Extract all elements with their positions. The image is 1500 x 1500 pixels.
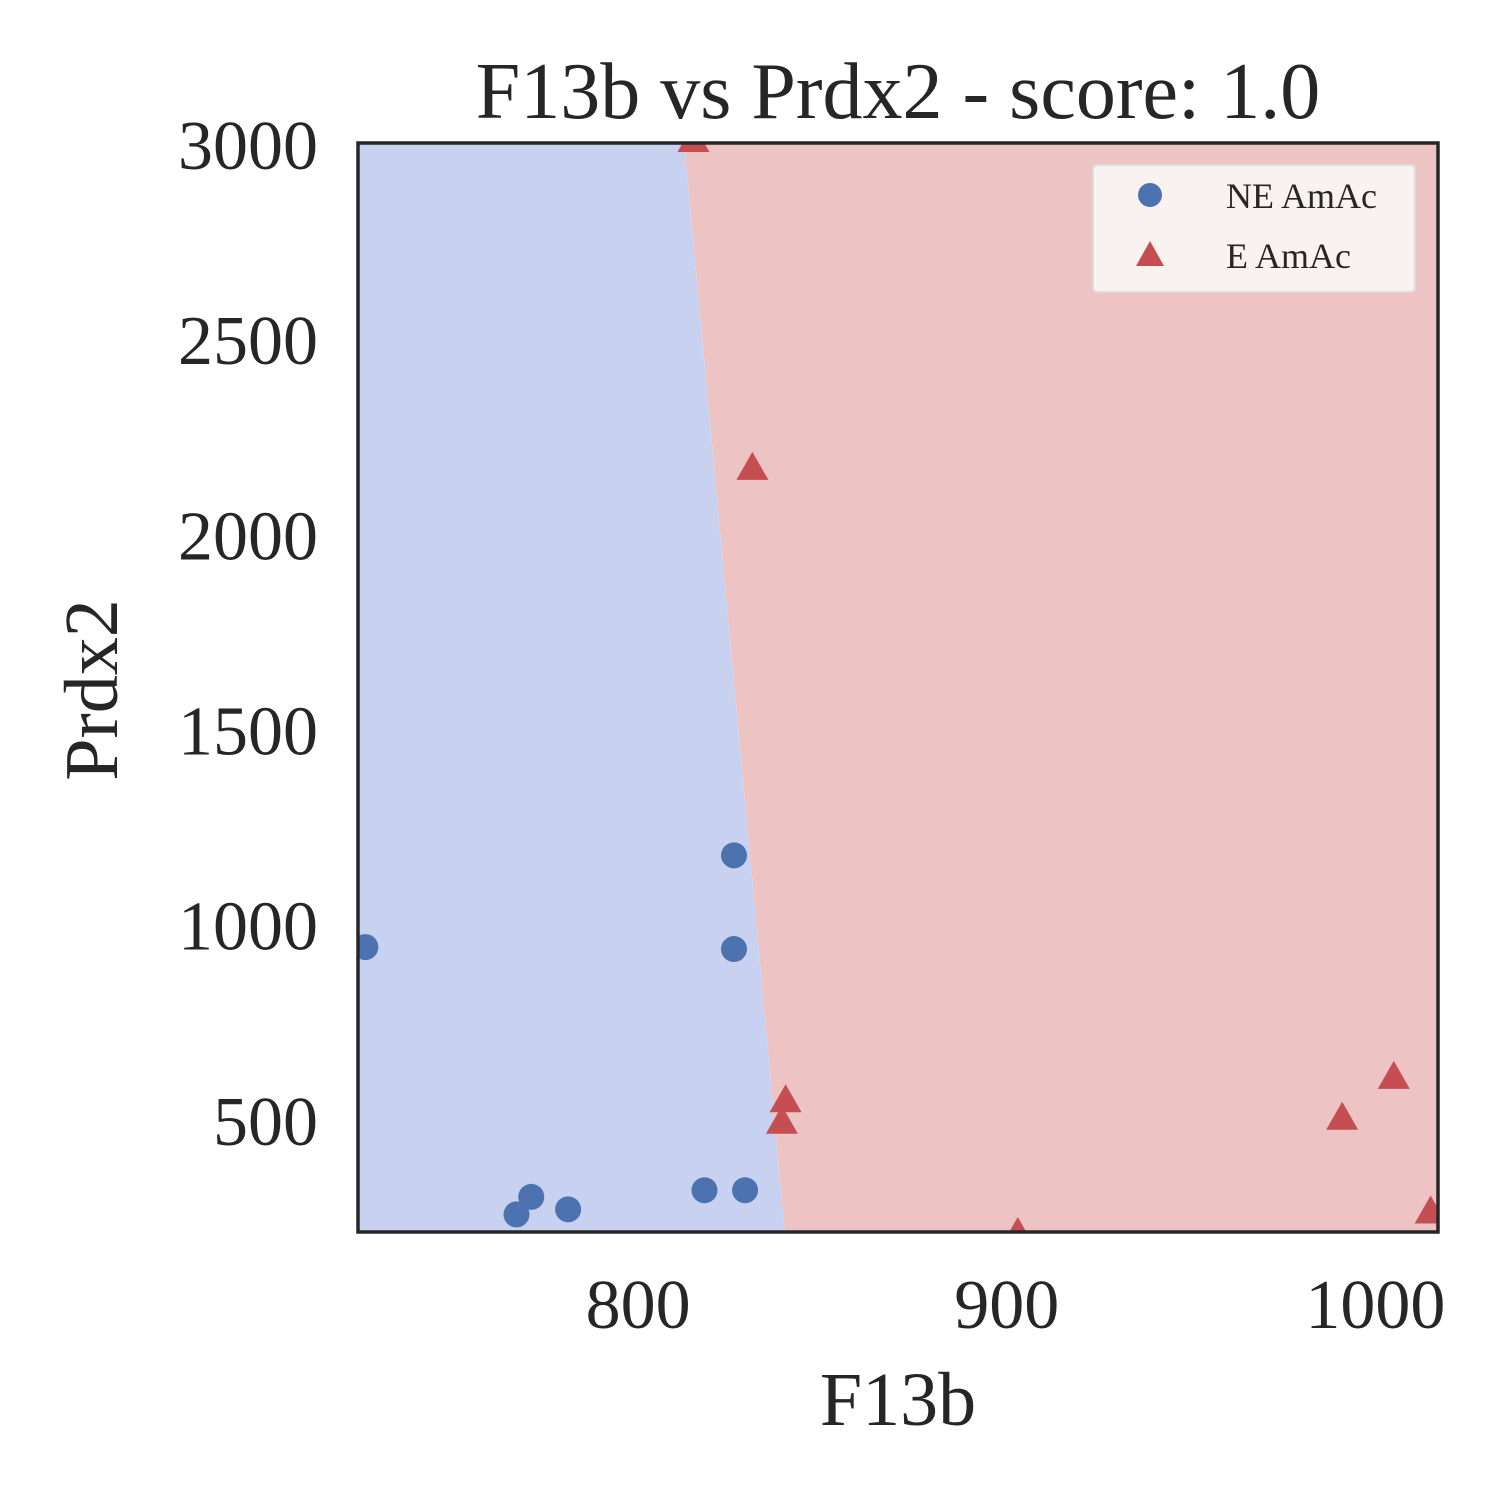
point-e-amac-1 <box>677 143 710 153</box>
y-tick-labels: 500 1000 1500 2000 2500 3000 <box>178 108 318 1161</box>
point-e-amac-2 <box>736 451 769 480</box>
y-tick-label: 1000 <box>178 889 318 966</box>
y-tick-label: 2000 <box>178 498 318 575</box>
plot-frame <box>356 141 1440 1234</box>
y-tick-label: 1500 <box>178 693 318 770</box>
point-ne-amac-6 <box>720 842 747 869</box>
points-layer <box>358 143 1438 1232</box>
x-tick-label: 900 <box>954 1267 1059 1344</box>
region-ne-amac <box>358 143 785 1232</box>
legend-marker-ne-amac <box>1138 183 1162 207</box>
legend-label-e-amac: E AmAc <box>1226 236 1351 276</box>
y-tick-label: 3000 <box>178 108 318 185</box>
x-tick-labels: 800 900 1000 <box>586 1267 1446 1344</box>
legend-box <box>1092 164 1416 293</box>
point-e-amac-3 <box>765 1105 798 1134</box>
point-e-amac-4 <box>769 1084 802 1113</box>
point-ne-amac-3 <box>518 1183 545 1210</box>
point-ne-amac-7 <box>720 936 747 963</box>
legend: NE AmAc E AmAc <box>1092 164 1416 293</box>
y-tick-label: 500 <box>213 1084 318 1161</box>
x-tick-label: 800 <box>586 1267 691 1344</box>
point-ne-amac-2 <box>503 1201 530 1228</box>
point-ne-amac-8 <box>732 1177 759 1204</box>
y-axis-label: Prdx2 <box>50 599 134 781</box>
plot-area <box>358 143 1438 1232</box>
legend-marker-e-amac <box>1136 241 1164 266</box>
point-ne-amac-4 <box>555 1196 582 1223</box>
point-e-amac-6 <box>1326 1101 1359 1130</box>
point-e-amac-5 <box>1009 1216 1027 1232</box>
chart-title: F13b vs Prdx2 - score: 1.0 <box>476 48 1320 136</box>
legend-label-ne-amac: NE AmAc <box>1226 176 1377 216</box>
region-e-amac <box>684 143 1438 1232</box>
x-axis-label: F13b <box>820 1358 976 1442</box>
point-e-amac-7 <box>1377 1060 1410 1089</box>
y-tick-label: 2500 <box>178 303 318 380</box>
point-ne-amac-1 <box>358 934 379 961</box>
point-e-amac-8 <box>1414 1195 1438 1224</box>
point-ne-amac-5 <box>691 1177 718 1204</box>
x-tick-label: 1000 <box>1305 1267 1445 1344</box>
